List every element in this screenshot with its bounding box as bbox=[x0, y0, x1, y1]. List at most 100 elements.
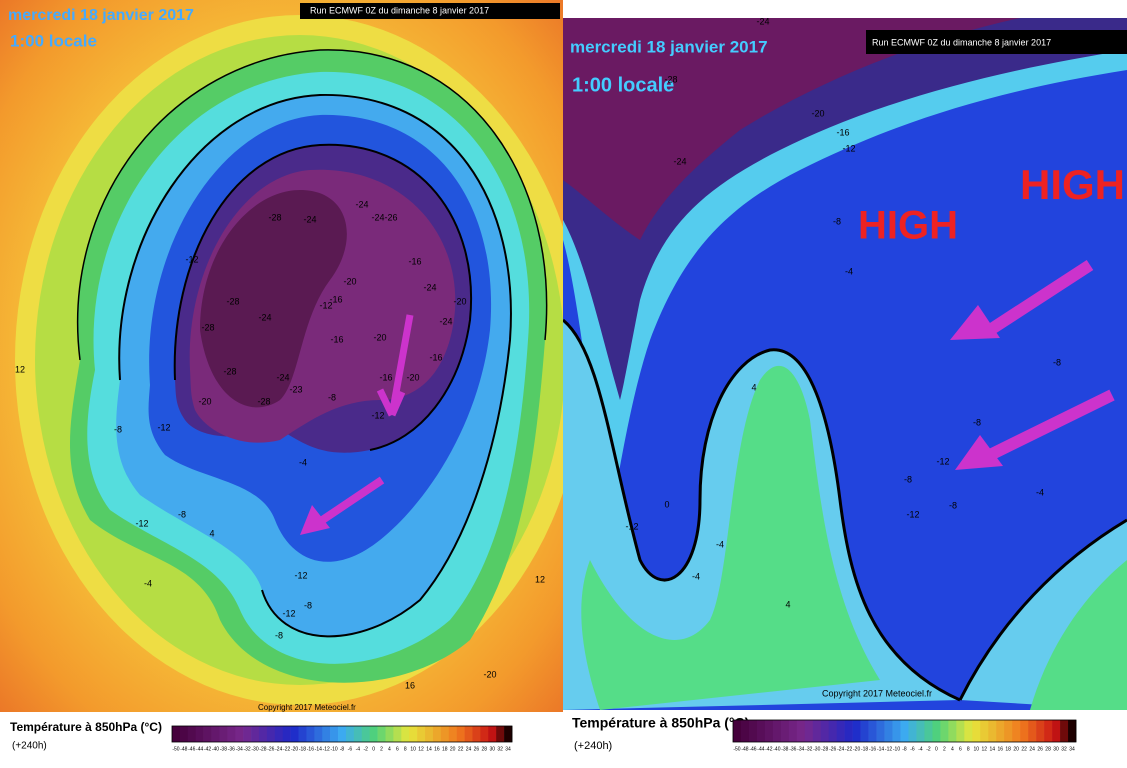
annotation: HIGH bbox=[858, 204, 958, 248]
color-swatch bbox=[756, 720, 766, 742]
scale-label: -42 bbox=[765, 746, 772, 752]
color-swatch bbox=[1028, 720, 1037, 742]
color-swatch bbox=[361, 726, 370, 742]
scale-label: 8 bbox=[404, 746, 407, 752]
scale-label: 14 bbox=[426, 746, 432, 752]
scale-label: -40 bbox=[212, 746, 219, 752]
scale-label: -50 bbox=[172, 746, 179, 752]
color-swatch bbox=[740, 720, 750, 742]
scale-label: -38 bbox=[220, 746, 227, 752]
color-swatch bbox=[733, 720, 742, 742]
color-swatch bbox=[964, 720, 973, 742]
scale-label: 22 bbox=[1021, 746, 1027, 752]
color-swatch bbox=[480, 726, 489, 742]
color-swatch bbox=[187, 726, 197, 742]
scale-label: -18 bbox=[299, 746, 306, 752]
scale-label: -22 bbox=[283, 746, 290, 752]
scale-label: -40 bbox=[773, 746, 780, 752]
scale-label: -20 bbox=[291, 746, 298, 752]
scale-label: -48 bbox=[180, 746, 187, 752]
contour-label: -28 bbox=[257, 396, 270, 406]
scale-label: -16 bbox=[869, 746, 876, 752]
color-swatch bbox=[195, 726, 204, 742]
scale-label: -30 bbox=[813, 746, 820, 752]
color-bar-frame bbox=[171, 725, 513, 743]
scale-label: 28 bbox=[482, 746, 488, 752]
color-swatch bbox=[409, 726, 418, 742]
scale-label: -14 bbox=[877, 746, 884, 752]
color-swatch bbox=[425, 726, 434, 742]
contour-label: -28 bbox=[223, 366, 236, 376]
scale-label: -30 bbox=[251, 746, 258, 752]
contour-label: 12 bbox=[15, 364, 25, 374]
color-swatch bbox=[748, 720, 758, 742]
contour-label: 4 bbox=[751, 382, 756, 392]
color-swatch bbox=[972, 720, 981, 742]
contour-label: -4 bbox=[716, 539, 724, 549]
scale-label: -22 bbox=[845, 746, 852, 752]
color-swatch bbox=[203, 726, 212, 742]
scale-label: -46 bbox=[749, 746, 756, 752]
color-swatch bbox=[235, 726, 244, 742]
scale-label: -36 bbox=[789, 746, 796, 752]
color-swatch bbox=[868, 720, 877, 742]
contour-label: -20 bbox=[483, 669, 496, 679]
contour-label: -4 bbox=[1036, 487, 1044, 497]
contour-label: -12 bbox=[319, 300, 332, 310]
scale-label: -38 bbox=[781, 746, 788, 752]
color-swatch bbox=[353, 726, 363, 742]
scale-label: 34 bbox=[505, 746, 511, 752]
scale-label: 4 bbox=[388, 746, 391, 752]
contour-label: -16 bbox=[329, 294, 342, 304]
contour-label: -24 bbox=[303, 214, 316, 224]
scale-label: -32 bbox=[243, 746, 250, 752]
contour-label: -8 bbox=[949, 500, 957, 510]
scale-label: -20 bbox=[853, 746, 860, 752]
color-swatch bbox=[258, 726, 268, 742]
contour-label: 16 bbox=[405, 680, 415, 690]
contour-label: -24 bbox=[355, 199, 368, 209]
color-swatch bbox=[504, 726, 513, 742]
scale-label: -24 bbox=[837, 746, 844, 752]
scale-label: -14 bbox=[315, 746, 322, 752]
scale-label: -48 bbox=[741, 746, 748, 752]
contour-label: -24 bbox=[439, 316, 452, 326]
contour-label: -23 bbox=[289, 384, 302, 394]
legend-title: Température à 850hPa (°C) bbox=[572, 715, 749, 731]
color-swatch bbox=[219, 726, 228, 742]
scale-label: -4 bbox=[356, 746, 361, 752]
color-swatch bbox=[988, 720, 997, 742]
color-swatch bbox=[393, 726, 402, 742]
color-swatch bbox=[432, 726, 442, 742]
color-bar-frame bbox=[732, 719, 1077, 743]
contour-label: -24 bbox=[258, 312, 271, 322]
scale-label: 16 bbox=[434, 746, 440, 752]
color-swatch bbox=[1060, 720, 1069, 742]
legend-title: Température à 850hPa (°C) bbox=[10, 720, 162, 734]
contour-label: -16 bbox=[408, 256, 421, 266]
color-swatch bbox=[764, 720, 774, 742]
scale-label: -18 bbox=[861, 746, 868, 752]
color-swatch bbox=[243, 726, 252, 742]
date: mercredi 18 janvier 2017 bbox=[570, 37, 768, 56]
color-swatch bbox=[456, 726, 465, 742]
color-swatch bbox=[322, 726, 331, 742]
contour-label: -4 bbox=[845, 266, 853, 276]
contour-label: -20 bbox=[453, 296, 466, 306]
color-swatch bbox=[860, 720, 869, 742]
scale-label: 12 bbox=[981, 746, 987, 752]
color-swatch bbox=[401, 726, 410, 742]
contour-label: -8 bbox=[304, 600, 312, 610]
color-swatch bbox=[440, 726, 450, 742]
copyright: Copyright 2017 Meteociel.fr bbox=[822, 688, 932, 698]
contour-label: -16 bbox=[379, 372, 392, 382]
contour-label: -20 bbox=[373, 332, 386, 342]
scale-label: 6 bbox=[396, 746, 399, 752]
contour-label: 4 bbox=[785, 599, 790, 609]
scale-label: -42 bbox=[204, 746, 211, 752]
right-map bbox=[563, 18, 1127, 710]
lead-time: (+240h) bbox=[574, 740, 612, 752]
contour-label: -4 bbox=[299, 457, 307, 467]
contour-label: -12 bbox=[842, 143, 855, 153]
run-label: Run ECMWF 0Z du dimanche 8 janvier 2017 bbox=[310, 5, 489, 15]
